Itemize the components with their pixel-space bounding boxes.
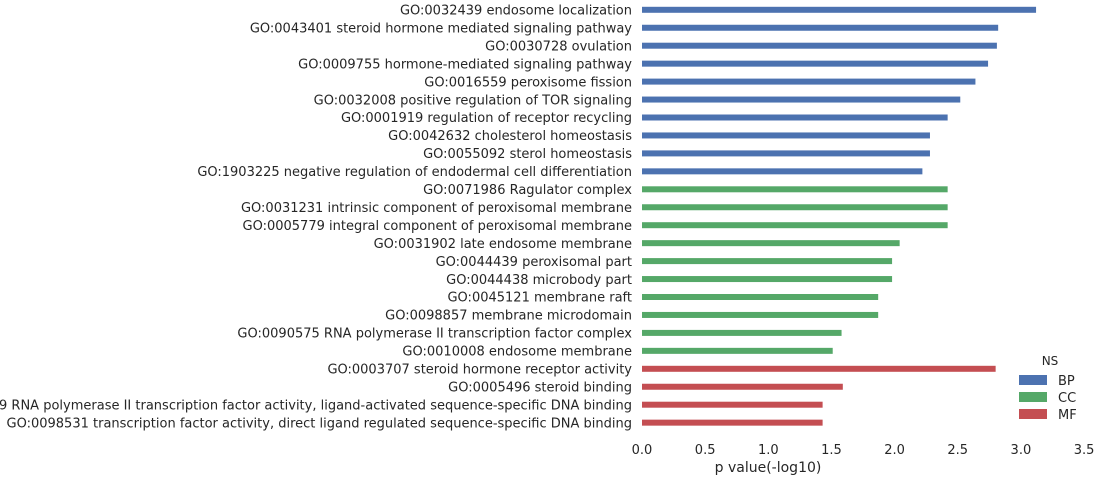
bar-cc <box>642 186 948 193</box>
x-tick-label: 3.0 <box>1011 443 1032 458</box>
y-tick-label: GO:0031231 intrinsic component of peroxi… <box>241 201 632 216</box>
y-tick-label: GO:0098531 transcription factor activity… <box>7 416 632 431</box>
bar-mf <box>642 401 823 408</box>
y-tick-label: GO:0090575 RNA polymerase II transcripti… <box>237 327 632 342</box>
y-tick-label: GO:0005496 steroid binding <box>448 380 632 395</box>
y-tick-label: GO:0055092 sterol homeostasis <box>423 147 632 162</box>
bar-cc <box>642 276 893 283</box>
bar-cc <box>642 347 833 354</box>
bar-bp <box>642 114 948 121</box>
bar-bp <box>642 168 923 175</box>
y-tick-label: GO:0016559 peroxisome fission <box>424 75 632 90</box>
bar-bp <box>642 60 989 67</box>
legend-swatch-cc <box>1019 392 1047 402</box>
y-tick-label: GO:0045121 membrane raft <box>447 291 632 306</box>
bar-bp <box>642 132 930 139</box>
x-tick-label: 1.0 <box>758 443 779 458</box>
x-tick-label: 3.5 <box>1074 443 1095 458</box>
y-tick-label: GO:0032439 endosome localization <box>400 4 632 19</box>
bar-cc <box>642 240 900 247</box>
y-tick-label: GO:0071986 Ragulator complex <box>423 183 632 198</box>
y-tick-label: GO:0001919 regulation of receptor recycl… <box>341 111 632 126</box>
bar-bp <box>642 6 1037 13</box>
y-tick-label: GO:0030728 ovulation <box>485 39 632 54</box>
bar-bp <box>642 78 976 85</box>
bar-cc <box>642 204 948 211</box>
bar-cc <box>642 258 893 265</box>
x-tick-label: 2.0 <box>884 443 905 458</box>
bars <box>642 6 1037 426</box>
legend-label-cc: CC <box>1058 391 1076 406</box>
bar-mf <box>642 383 843 390</box>
y-tick-label: GO:0042632 cholesterol homeostasis <box>388 129 632 144</box>
y-tick-label: GO:0003707 steroid hormone receptor acti… <box>327 363 632 378</box>
legend-label-bp: BP <box>1058 374 1075 389</box>
bar-cc <box>642 294 879 300</box>
y-tick-label: GO:1903225 negative regulation of endode… <box>197 165 632 180</box>
y-tick-label: GO:0044439 peroxisomal part <box>436 255 632 270</box>
x-tick-label: 0.5 <box>695 443 716 458</box>
bar-mf <box>642 419 823 426</box>
y-tick-labels: GO:0032439 endosome localization GO:00434… <box>0 4 632 432</box>
y-tick-label: GO:0032008 positive regulation of TOR si… <box>314 93 632 108</box>
bar-bp <box>642 24 999 31</box>
legend-swatch-mf <box>1019 409 1047 419</box>
x-tick-labels: 0.0 0.5 1.0 1.5 2.0 2.5 3.0 3.5 <box>632 443 1095 458</box>
y-tick-label: GO:0009755 hormone-mediated signaling pa… <box>298 57 632 72</box>
legend-title: NS <box>1042 354 1059 368</box>
bar-bp <box>642 150 930 157</box>
bar-cc <box>642 311 879 318</box>
legend-swatch-bp <box>1019 375 1047 385</box>
y-tick-label: GO:0098857 membrane microdomain <box>385 309 632 324</box>
y-tick-label: GO:0043401 steroid hormone mediated sign… <box>250 21 632 36</box>
bar-mf <box>642 365 996 372</box>
x-tick-label: 1.5 <box>821 443 842 458</box>
bar-cc <box>642 222 948 229</box>
y-tick-label: GO:0031902 late endosome membrane <box>374 237 632 252</box>
bar-bp <box>642 42 997 49</box>
y-tick-label: GO:0004879 RNA polymerase II transcripti… <box>0 398 632 413</box>
bar-cc <box>642 329 842 336</box>
y-tick-label: GO:0044438 microbody part <box>446 273 632 288</box>
y-tick-label: GO:0010008 endosome membrane <box>402 345 632 360</box>
x-tick-label: 0.0 <box>632 443 653 458</box>
bar-bp <box>642 96 961 103</box>
legend: NS BP CC MF <box>1019 354 1077 423</box>
y-tick-label: GO:0005779 integral component of peroxis… <box>243 219 632 234</box>
x-tick-label: 2.5 <box>947 443 968 458</box>
legend-label-mf: MF <box>1058 408 1077 423</box>
x-axis-label: p value(-log10) <box>715 460 822 476</box>
